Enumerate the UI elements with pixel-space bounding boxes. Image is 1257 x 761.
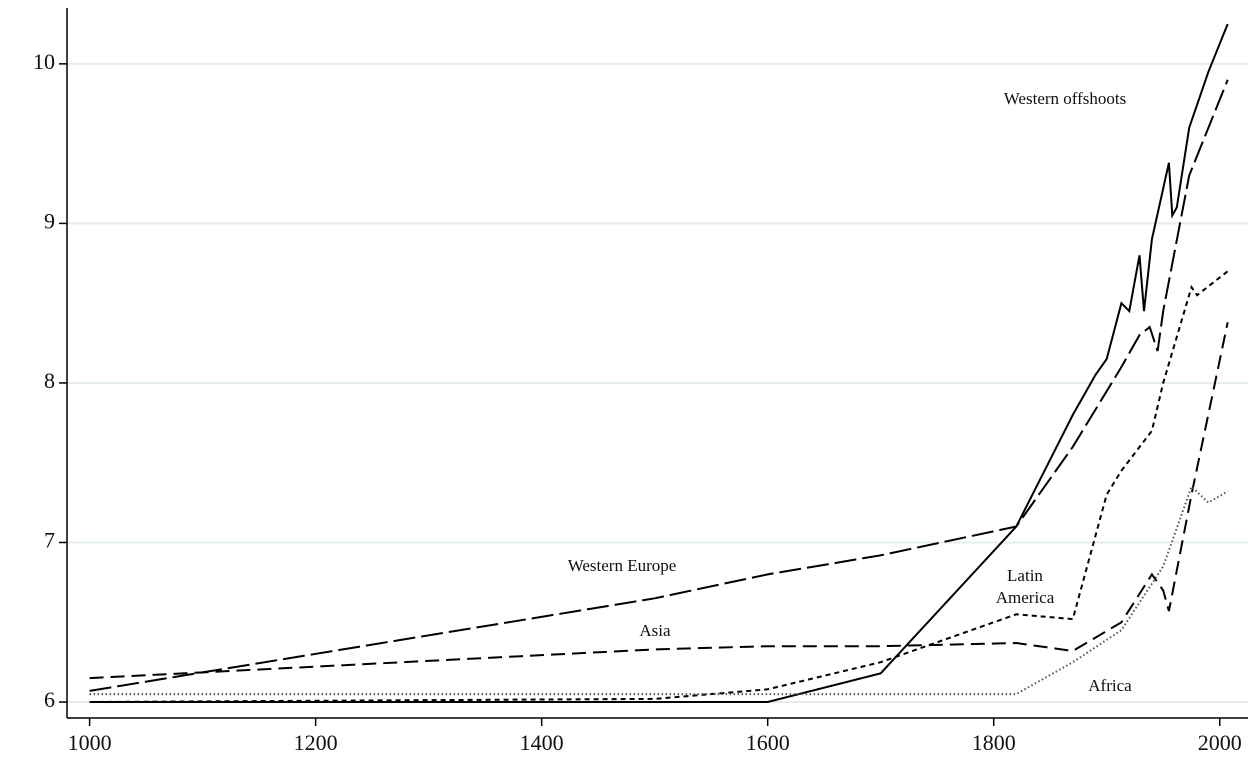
x-tick-label: 1000 <box>68 730 112 755</box>
series-label: Asia <box>639 621 671 640</box>
y-tick-label: 8 <box>44 368 55 393</box>
x-tick-label: 2000 <box>1198 730 1242 755</box>
x-tick-label: 1800 <box>972 730 1016 755</box>
x-tick-label: 1200 <box>294 730 338 755</box>
y-tick-label: 9 <box>44 208 55 233</box>
series-label: Western Europe <box>568 556 677 575</box>
y-tick-label: 7 <box>44 528 55 553</box>
series-line <box>89 23 1229 703</box>
series-label: Latin America <box>996 566 1055 607</box>
series-label: Western offshoots <box>1004 89 1127 108</box>
x-tick-label: 1600 <box>746 730 790 755</box>
y-tick-label: 10 <box>33 49 55 74</box>
series-label: Africa <box>1088 676 1132 695</box>
series-line <box>89 270 1229 703</box>
series-line <box>89 79 1229 692</box>
x-tick-label: 1400 <box>520 730 564 755</box>
y-tick-label: 6 <box>44 687 55 712</box>
series-line <box>89 322 1229 680</box>
